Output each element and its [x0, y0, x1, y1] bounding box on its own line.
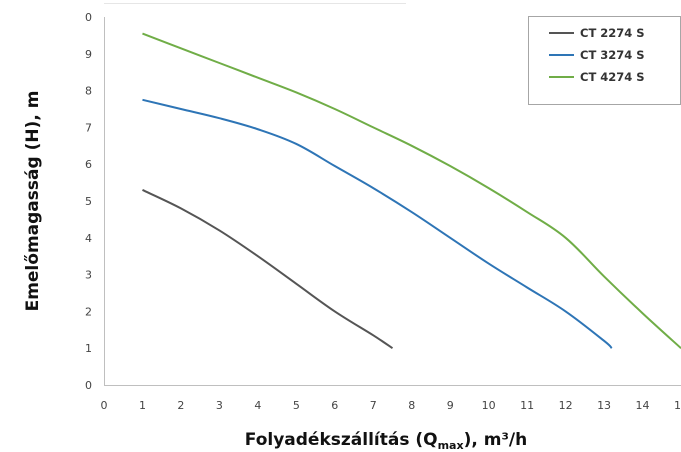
x-tick-label: 11	[520, 399, 534, 412]
x-tick-label: 12	[559, 399, 573, 412]
legend-label: CT 4274 S	[580, 70, 645, 84]
x-tick-label: 1	[139, 399, 146, 412]
y-tick-label: 2	[85, 305, 92, 318]
x-tick-label: 8	[408, 399, 415, 412]
x-axis-title-main: Folyadékszállítás (Q	[245, 430, 438, 450]
series-line-ct-4274-s	[142, 32, 681, 349]
x-tick-label: 9	[447, 399, 454, 412]
x-tick-label: 3	[216, 399, 223, 412]
y-axis-title: Emelőmagasság (H), m	[23, 91, 43, 312]
x-tick-label: 5	[293, 399, 300, 412]
legend-label: CT 3274 S	[580, 48, 645, 62]
legend-box	[528, 16, 681, 105]
x-tick-label: 2	[177, 399, 184, 412]
y-tick-label: 6	[85, 158, 92, 171]
x-tick-label: 10	[482, 399, 496, 412]
x-tick-label: 1	[674, 399, 681, 412]
series-line-ct-2274-s	[142, 189, 394, 350]
series-line-ct-3274-s	[142, 98, 613, 349]
x-tick-label: 13	[597, 399, 611, 412]
y-tick-label: 3	[85, 269, 92, 282]
x-tick-labels: 0 1 2 3 4 5 6 7 8 9 10 11 12 13 14 1	[101, 399, 681, 412]
y-tick-label: 4	[85, 232, 92, 245]
x-tick-label: 4	[254, 399, 261, 412]
y-tick-label: 5	[85, 195, 92, 208]
y-tick-label: 9	[85, 48, 92, 61]
y-tick-label: 8	[85, 85, 92, 98]
y-tick-label: 7	[85, 121, 92, 134]
y-tick-label: 1	[85, 342, 92, 355]
x-axis-title-tail: ), m³/h	[464, 430, 528, 450]
x-tick-label: 6	[331, 399, 338, 412]
series-lines	[142, 32, 681, 350]
y-tick-labels: 0 1 2 3 4 5 6 7 8 9 0	[85, 11, 92, 392]
x-tick-label: 0	[101, 399, 108, 412]
x-tick-label: 7	[370, 399, 377, 412]
x-axis-title: Folyadékszállítás (Qmax), m³/h	[245, 430, 527, 452]
y-tick-label: 0	[85, 11, 92, 24]
x-tick-label: 14	[636, 399, 650, 412]
axes	[104, 3, 681, 386]
legend-label: CT 2274 S	[580, 26, 645, 40]
x-axis-title-sub: max	[438, 439, 464, 452]
legend: CT 2274 S CT 3274 S CT 4274 S	[528, 16, 681, 105]
y-tick-label: 0	[85, 379, 92, 392]
